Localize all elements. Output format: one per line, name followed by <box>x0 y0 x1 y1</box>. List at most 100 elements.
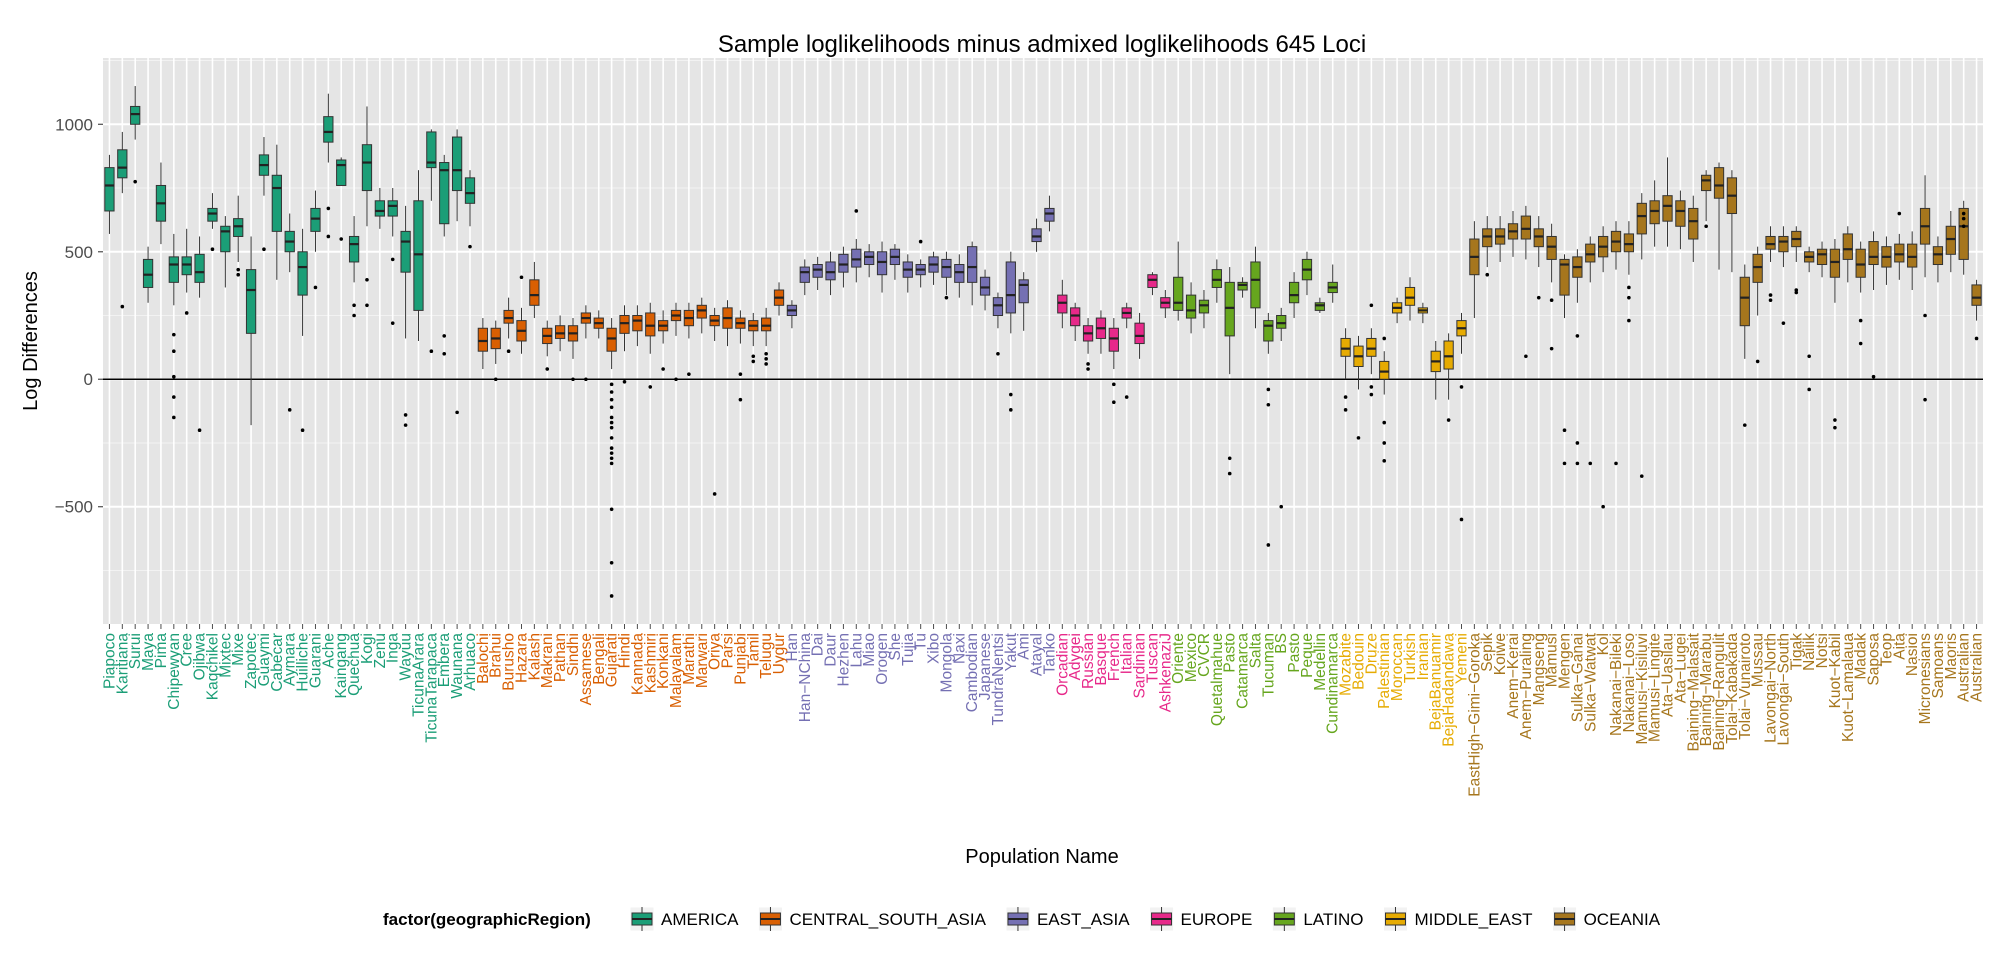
outlier-point <box>1639 474 1644 478</box>
outlier-point <box>918 239 923 244</box>
iqr-box <box>400 230 411 273</box>
iqr-box <box>1482 228 1493 248</box>
outlier-point <box>1485 272 1490 277</box>
iqr-box <box>1585 243 1596 263</box>
x-tick-label: Tamil <box>745 633 762 669</box>
x-tick-label: Ata−Lugei <box>1672 633 1689 703</box>
legend-label: OCEANIA <box>1584 910 1661 929</box>
population-box <box>361 106 373 308</box>
population-box <box>1301 251 1313 296</box>
x-tick-label: Hindi <box>617 633 634 668</box>
x-tick-label: Kol <box>1595 633 1612 655</box>
population-box <box>1907 231 1918 291</box>
population-box <box>1443 333 1454 422</box>
outlier-point <box>584 377 588 382</box>
outlier-point <box>1961 224 1966 229</box>
x-tick-label: Naxi <box>951 633 968 664</box>
x-tick-label: Balochi <box>475 633 492 684</box>
x-tick-label: Cree <box>179 633 196 667</box>
population-box <box>220 216 231 288</box>
iqr-box <box>1623 233 1635 253</box>
population-box <box>155 162 167 245</box>
x-tick-label: Tuscan <box>1144 633 1161 683</box>
x-tick-label: Iranian <box>1415 633 1432 680</box>
iqr-box <box>271 174 282 232</box>
population-box <box>168 233 179 420</box>
iqr-box <box>851 248 862 268</box>
iqr-box <box>1134 322 1145 345</box>
x-tick-label: Japanese <box>977 633 994 700</box>
outlier-point <box>1627 295 1631 300</box>
legend-label: EUROPE <box>1181 910 1253 929</box>
outlier-point <box>609 456 614 461</box>
outlier-point <box>429 349 434 353</box>
iqr-box <box>799 266 810 283</box>
x-tick-label: Mengen <box>1557 633 1574 689</box>
iqr-box <box>1559 258 1570 296</box>
population-box <box>1456 312 1467 522</box>
iqr-box <box>348 235 360 263</box>
outlier-point <box>1266 387 1271 392</box>
outlier-point <box>1356 436 1361 440</box>
x-tick-label: Marathi <box>681 633 698 685</box>
x-tick-label: Ata−Uasilau <box>1660 633 1677 717</box>
outlier-point <box>1794 290 1799 295</box>
x-tick-label: Mangseng <box>1531 633 1548 705</box>
iqr-box <box>1018 279 1029 304</box>
population-box <box>1404 277 1416 321</box>
population-box <box>812 256 823 291</box>
iqr-box <box>168 256 179 283</box>
y-tick-label: 1000 <box>55 115 93 134</box>
outlier-point <box>1961 211 1966 216</box>
population-box <box>1675 190 1686 250</box>
outlier-point <box>1382 420 1387 425</box>
outlier-point <box>609 397 614 402</box>
x-tick-label: Anem−Kerai <box>1505 633 1522 719</box>
x-tick-label: Surui <box>127 633 144 669</box>
outlier-point <box>1833 425 1837 430</box>
outlier-point <box>609 390 614 394</box>
population-box <box>992 292 1004 356</box>
x-tick-label: Zapotec <box>243 633 260 689</box>
iqr-box <box>1057 294 1068 314</box>
x-tick-label: Xibo <box>926 633 943 664</box>
x-tick-label: Australian <box>1956 633 1973 702</box>
legend-label: EAST_ASIA <box>1037 910 1130 929</box>
x-tick-label: Tolai−Kabakada <box>1724 633 1741 744</box>
iqr-box <box>606 327 617 352</box>
x-tick-label: Italian <box>1119 633 1136 674</box>
x-tick-label: Mamusi−Kisiluvi <box>1634 633 1651 745</box>
outlier-point <box>133 179 137 184</box>
outlier-point <box>1974 336 1979 341</box>
outlier-point <box>1279 504 1284 509</box>
population-box <box>1173 241 1184 321</box>
population-box <box>426 129 437 353</box>
x-tick-label: Pima <box>153 633 170 669</box>
outlier-point <box>674 377 678 382</box>
population-box <box>413 170 424 341</box>
population-box <box>645 302 656 389</box>
x-tick-label: Nakanai−Loso <box>1621 633 1638 733</box>
x-tick-label: Bedouin <box>1350 633 1367 690</box>
outlier-point <box>1614 461 1618 466</box>
population-box <box>1494 216 1506 262</box>
outlier-point <box>326 206 331 211</box>
population-box <box>851 209 862 283</box>
x-tick-label: Baining−Rangulit <box>1711 632 1728 750</box>
population-box <box>1185 282 1197 334</box>
x-tick-label: TundraNentsi <box>990 633 1007 725</box>
outlier-point <box>339 237 344 241</box>
population-box <box>889 244 901 280</box>
population-box <box>786 300 798 329</box>
iqr-box <box>464 177 476 204</box>
population-box <box>1005 251 1016 412</box>
outlier-point <box>1112 382 1116 387</box>
iqr-box <box>1688 207 1699 240</box>
x-tick-label: BejaHadandawa <box>1441 633 1458 747</box>
population-box <box>310 190 321 290</box>
iqr-box <box>361 144 373 192</box>
iqr-box <box>1005 261 1016 314</box>
x-tick-label: Atayal <box>1029 633 1046 676</box>
outlier-point <box>609 425 614 430</box>
x-tick-label: Moroccan <box>1389 633 1406 701</box>
